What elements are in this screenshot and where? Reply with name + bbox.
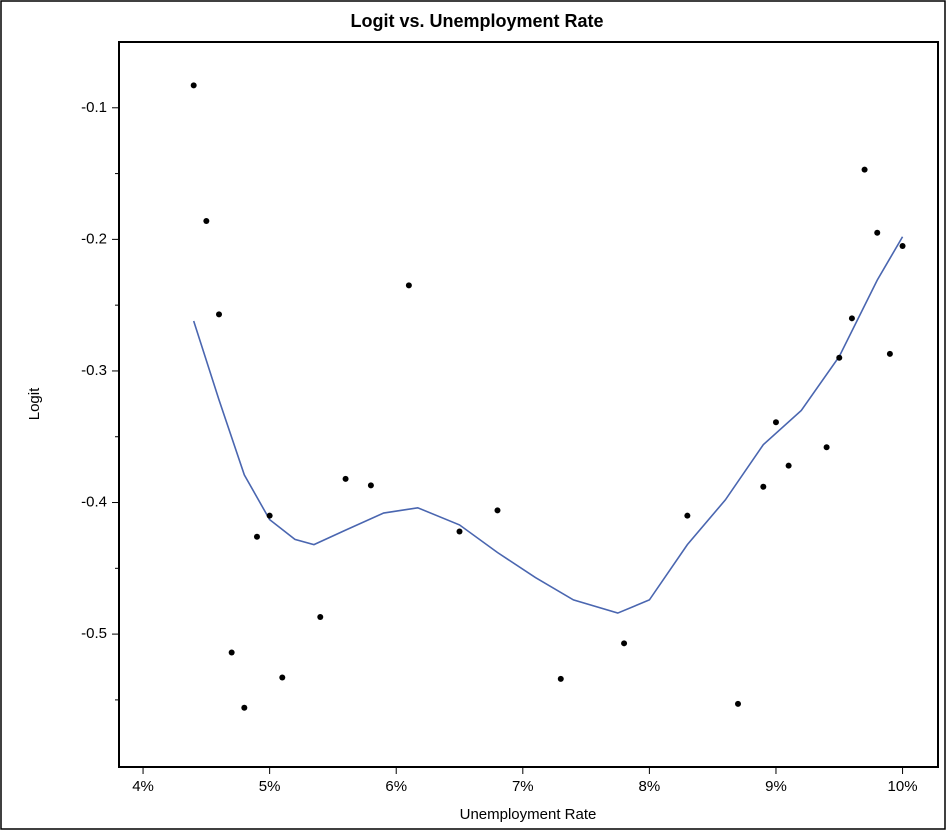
data-point <box>760 483 767 490</box>
x-tick-label: 6% <box>385 778 407 795</box>
data-point <box>216 311 223 318</box>
data-point <box>734 700 741 707</box>
x-tick-label: 8% <box>639 778 661 795</box>
data-point <box>405 282 412 289</box>
y-tick-label: -0.4 <box>81 493 107 510</box>
chart-title: Logit vs. Unemployment Rate <box>350 11 603 31</box>
data-point <box>785 462 792 469</box>
data-point <box>367 482 374 489</box>
y-tick-label: -0.5 <box>81 625 107 642</box>
data-point <box>342 475 349 482</box>
x-tick-label: 10% <box>888 778 918 795</box>
data-point <box>836 354 843 361</box>
data-point <box>772 419 779 426</box>
data-point <box>203 217 210 224</box>
x-tick-label: 4% <box>132 778 154 795</box>
data-point <box>241 704 248 711</box>
data-point <box>621 640 628 647</box>
data-point <box>279 674 286 681</box>
x-tick-label: 7% <box>512 778 534 795</box>
y-tick-label: -0.3 <box>81 362 107 379</box>
data-point <box>253 533 260 540</box>
x-tick-label: 5% <box>259 778 281 795</box>
data-point <box>456 528 463 535</box>
data-point <box>317 614 324 620</box>
x-tick-label: 9% <box>765 778 787 795</box>
x-axis-label: Unemployment Rate <box>460 806 597 823</box>
data-point <box>899 242 906 249</box>
data-point <box>557 675 564 682</box>
data-point <box>823 444 830 451</box>
y-axis-label: Logit <box>26 387 43 420</box>
data-point <box>886 350 893 357</box>
data-point <box>266 512 273 519</box>
y-tick-label: -0.1 <box>81 99 107 116</box>
data-point <box>684 512 691 519</box>
plot-area <box>118 41 939 768</box>
data-point <box>494 507 501 514</box>
fit-curve <box>192 236 904 614</box>
data-point <box>190 82 197 89</box>
data-point <box>861 166 868 173</box>
y-tick-label: -0.2 <box>81 230 107 247</box>
data-point <box>874 229 881 236</box>
data-point <box>228 649 235 656</box>
data-point <box>848 315 855 322</box>
